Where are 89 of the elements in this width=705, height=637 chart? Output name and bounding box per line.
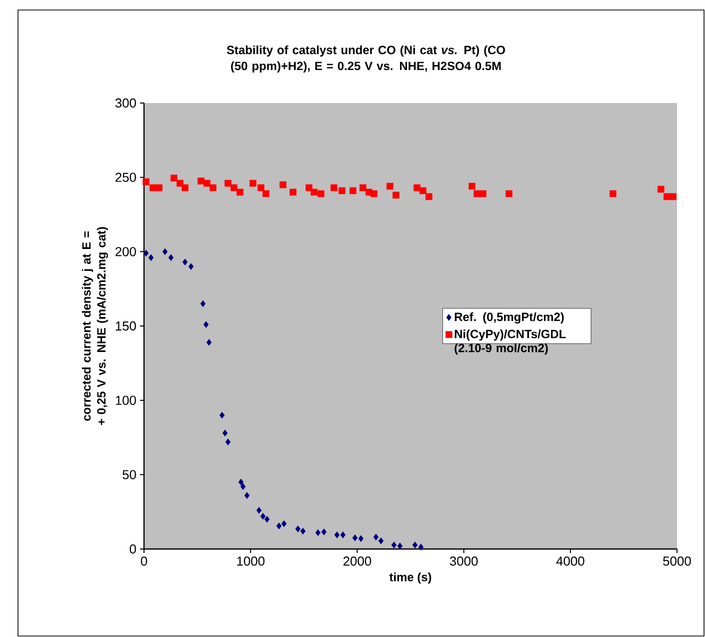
x-tick-label: 0 — [140, 556, 148, 566]
y-tick-label: 100 — [116, 396, 136, 405]
point — [240, 483, 246, 490]
point — [244, 492, 250, 499]
point — [188, 263, 194, 270]
point — [210, 184, 216, 192]
point — [204, 180, 210, 187]
point — [264, 516, 270, 523]
point — [414, 184, 420, 192]
point — [150, 184, 156, 192]
point — [230, 184, 238, 192]
x-tick-label: 5000 — [663, 556, 691, 566]
y-tick-label: 200 — [116, 247, 136, 256]
point — [250, 180, 256, 187]
point — [397, 542, 403, 550]
point — [300, 528, 306, 535]
point — [281, 520, 287, 528]
point — [290, 188, 296, 196]
point — [338, 187, 346, 194]
point — [658, 186, 664, 193]
point — [170, 174, 178, 182]
point — [321, 528, 327, 536]
point — [468, 182, 476, 190]
legend-label: Ref. (0,5mgPt/cm2) — [454, 312, 564, 324]
point — [334, 531, 340, 538]
y-tick-label: 300 — [115, 98, 136, 108]
point — [358, 535, 364, 542]
point — [206, 338, 212, 346]
point — [200, 300, 206, 308]
point — [392, 192, 400, 199]
x-axis-title: time (s) — [389, 572, 432, 584]
point — [350, 187, 356, 194]
point — [310, 188, 318, 196]
x-tick-label: 4000 — [556, 556, 584, 566]
point — [373, 534, 379, 541]
point — [295, 526, 301, 532]
point — [224, 180, 232, 187]
point — [670, 193, 676, 200]
y-tick-label: 250 — [116, 172, 136, 182]
point — [480, 190, 486, 198]
point — [276, 522, 282, 530]
point — [182, 258, 188, 266]
point — [506, 190, 512, 198]
legend-label: Ni(CyPy)/CNTs/GDL (2.10-9 mol/cm2) — [454, 329, 566, 355]
point — [352, 534, 358, 542]
x-tick-label: 1000 — [237, 556, 264, 566]
point — [219, 412, 225, 419]
point — [315, 529, 321, 536]
point — [330, 184, 338, 192]
chart-title: Stability of catalyst under CO (Ni cat vs. Pt) (CO (50 ppm)+H2), E = 0.25 V vs. NHE, H2SO4 0.5M — [226, 45, 505, 73]
y-tick-label: 150 — [116, 321, 136, 331]
point — [156, 184, 162, 192]
point — [162, 248, 168, 256]
point — [318, 190, 324, 198]
point — [386, 182, 394, 190]
y-tick-label: 50 — [122, 470, 136, 480]
point — [236, 188, 244, 196]
point — [256, 506, 262, 514]
point — [148, 254, 154, 262]
point — [610, 190, 616, 198]
point — [168, 254, 174, 262]
point — [143, 250, 149, 257]
point — [360, 184, 366, 192]
point — [412, 542, 418, 548]
point — [426, 193, 432, 200]
point — [225, 438, 231, 446]
point — [370, 190, 378, 198]
point — [391, 542, 397, 548]
point — [222, 430, 228, 436]
point — [182, 184, 188, 192]
point — [340, 531, 346, 538]
point — [142, 178, 150, 186]
point — [198, 178, 204, 184]
point — [664, 193, 670, 200]
y-tick-label: 0 — [130, 544, 136, 554]
point — [418, 544, 424, 550]
x-tick-label: 3000 — [450, 556, 478, 566]
point — [280, 181, 286, 188]
point — [258, 184, 264, 192]
point — [420, 187, 426, 194]
point — [262, 190, 270, 198]
point — [378, 537, 384, 544]
y-axis-title: corrected current density j at E = + 0,25 V vs. NHE (mA/cm2.mg cat) — [82, 227, 108, 425]
point — [238, 478, 244, 486]
point — [260, 512, 266, 520]
point — [306, 184, 312, 192]
point — [203, 321, 209, 328]
point — [474, 190, 480, 198]
x-tick-label: 2000 — [343, 556, 372, 566]
